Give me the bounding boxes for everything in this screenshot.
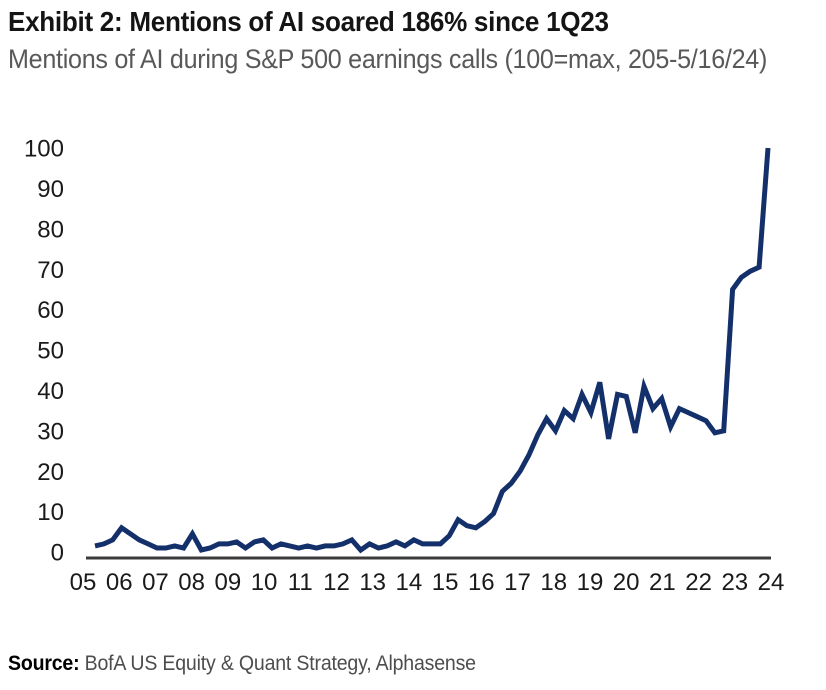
x-tick-label: 09	[214, 569, 241, 596]
exhibit-title: Exhibit 2: Mentions of AI soared 186% si…	[8, 6, 609, 37]
line-chart: 0 10 20 30 40 50 60 70 80 90 100 05 06 07 08 09 10 11 12 13…	[24, 136, 785, 596]
x-tick-label: 21	[649, 569, 676, 596]
source-label: Source:	[8, 652, 80, 675]
y-axis-labels: 0 10 20 30 40 50 60 70 80 90 100	[24, 136, 64, 567]
x-tick-label: 06	[106, 569, 133, 596]
x-tick-label: 16	[468, 569, 495, 596]
x-tick-label: 18	[540, 569, 567, 596]
x-tick-label: 24	[758, 569, 785, 596]
x-tick-label: 13	[359, 569, 386, 596]
y-tick-label: 70	[37, 257, 64, 284]
y-tick-label: 100	[24, 136, 64, 163]
y-tick-label: 90	[37, 176, 64, 203]
y-tick-label: 40	[37, 378, 64, 405]
x-tick-label: 07	[142, 569, 169, 596]
x-tick-label: 22	[685, 569, 712, 596]
x-tick-label: 12	[323, 569, 350, 596]
x-tick-label: 20	[613, 569, 640, 596]
source-note: Source: BofA US Equity & Quant Strategy,…	[8, 652, 476, 676]
exhibit-subtitle: Mentions of AI during S&P 500 earnings c…	[8, 44, 768, 74]
y-tick-label: 50	[37, 338, 64, 365]
x-tick-label: 08	[178, 569, 205, 596]
x-tick-label: 10	[251, 569, 278, 596]
y-tick-label: 60	[37, 297, 64, 324]
x-tick-label: 23	[721, 569, 748, 596]
x-tick-label: 15	[432, 569, 459, 596]
x-tick-label: 19	[577, 569, 604, 596]
x-tick-label: 05	[70, 569, 97, 596]
x-tick-label: 17	[504, 569, 531, 596]
y-tick-label: 10	[37, 499, 64, 526]
x-tick-label: 11	[288, 569, 313, 596]
y-tick-label: 80	[37, 216, 64, 243]
x-axis-labels: 05 06 07 08 09 10 11 12 13 14 15 16 17 18 19 20 21 22 23 24	[70, 569, 785, 596]
y-tick-label: 30	[37, 418, 64, 445]
y-tick-label: 20	[37, 459, 64, 486]
source-text: BofA US Equity & Quant Strategy, Alphase…	[79, 652, 476, 675]
y-tick-label: 0	[51, 540, 64, 567]
x-tick-label: 14	[396, 569, 423, 596]
ai-mentions-line	[94, 147, 771, 554]
